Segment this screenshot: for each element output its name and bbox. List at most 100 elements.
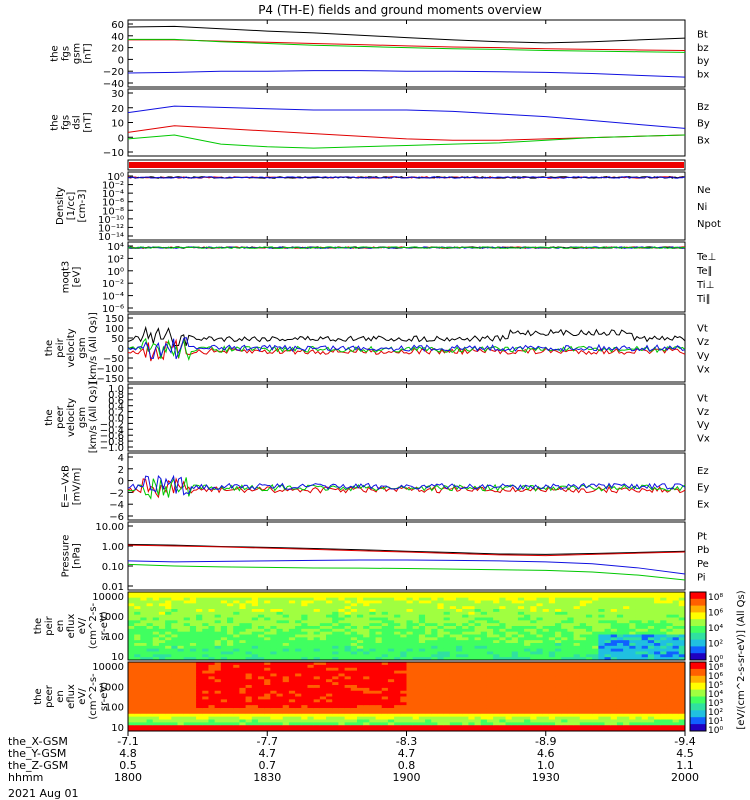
- spectrogram-cell: [437, 645, 445, 650]
- spectrogram-cell: [517, 651, 525, 655]
- spectrogram-cell: [214, 643, 222, 647]
- spectrogram-cell: [418, 676, 426, 680]
- spectrogram-cell: [375, 648, 383, 652]
- spectrogram-cell: [511, 645, 519, 650]
- spectrogram-cell: [517, 623, 525, 627]
- y-tick-label: −0.6: [100, 431, 124, 442]
- spectrogram-cell: [233, 696, 240, 700]
- spectrogram-cell: [387, 713, 395, 718]
- spectrogram-cell: [456, 667, 463, 672]
- spectrogram-cell: [375, 651, 383, 655]
- spectrogram-cell: [412, 699, 420, 703]
- spectrogram-cell: [542, 648, 550, 652]
- spectrogram-cell: [363, 643, 370, 647]
- spectrogram-cell: [672, 594, 680, 599]
- legend-Ti⊥: Ti⊥: [696, 280, 714, 291]
- spectrogram-cell: [128, 673, 135, 677]
- spectrogram-cell: [517, 673, 525, 677]
- spectrogram-cell: [573, 654, 581, 658]
- spectrogram-cell: [177, 623, 185, 627]
- spectrogram-cell: [369, 676, 377, 680]
- spectrogram-cell: [165, 640, 172, 644]
- spectrogram-cell: [579, 631, 587, 635]
- spectrogram-cell: [567, 690, 575, 695]
- spectrogram-cell: [214, 673, 222, 677]
- spectrogram-cell: [264, 614, 271, 618]
- spectrogram-cell: [202, 651, 209, 655]
- colorbar-frame: [689, 591, 707, 661]
- spectrogram-cell: [128, 623, 135, 627]
- spectrogram-cell: [660, 617, 667, 621]
- spectrogram-cell: [375, 628, 383, 633]
- spectrogram-cell: [629, 702, 636, 706]
- spectrogram-cell: [400, 603, 407, 607]
- spectrogram-cell: [214, 603, 222, 607]
- spectrogram-cell: [208, 628, 216, 633]
- spectrogram-cell: [369, 702, 377, 706]
- spectrogram-cell: [449, 662, 457, 666]
- spectrogram-cell: [530, 631, 537, 635]
- spectrogram-cell: [369, 708, 377, 712]
- spectrogram-cell: [220, 640, 228, 644]
- spectrogram-cell: [301, 626, 308, 630]
- spectrogram-cell: [449, 643, 457, 647]
- spectrogram-cell: [654, 676, 661, 680]
- spectrogram-cell: [245, 657, 253, 661]
- spectrogram-cell: [678, 620, 686, 624]
- spectrogram-cell: [220, 693, 228, 698]
- spectrogram-cell: [486, 657, 494, 661]
- spectrogram-cell: [326, 645, 333, 650]
- spectrogram-cell: [400, 623, 407, 627]
- spectrogram-cell: [177, 676, 185, 680]
- spectrogram-cell: [369, 670, 377, 675]
- spectrogram-cell: [257, 637, 265, 641]
- spectrogram-cell: [332, 687, 339, 692]
- spectrogram-cell: [431, 690, 438, 695]
- spectrogram-cell: [573, 716, 581, 721]
- spectrogram-cell: [517, 716, 525, 721]
- spectrogram-cell: [493, 690, 500, 695]
- spectrogram-cell: [530, 603, 537, 607]
- spectrogram-cell: [140, 713, 148, 718]
- spectrogram-cell: [134, 597, 141, 601]
- spectrogram-cell: [579, 603, 587, 607]
- row-value: -9.4: [674, 735, 695, 748]
- spectrogram-cell: [338, 679, 346, 683]
- spectrogram-cell: [573, 670, 581, 675]
- spectrogram-cell: [641, 603, 649, 607]
- spectrogram-cell: [264, 609, 271, 613]
- spectrogram-cell: [654, 651, 661, 655]
- spectrogram-cell: [152, 626, 160, 630]
- spectrogram-cell: [623, 609, 630, 613]
- spectrogram-cell: [227, 676, 234, 680]
- spectrogram-cell: [555, 682, 562, 686]
- spectrogram-cell: [493, 670, 500, 675]
- spectrogram-cell: [375, 597, 383, 601]
- spectrogram-cell: [295, 600, 302, 604]
- spectrogram-cell: [363, 696, 370, 700]
- spectrogram-cell: [375, 657, 383, 661]
- spectrogram-cell: [418, 699, 426, 703]
- spectrogram-cell: [381, 710, 389, 715]
- spectrogram-cell: [468, 637, 476, 641]
- spectrogram-cell: [171, 705, 179, 709]
- spectrogram-cell: [511, 637, 519, 641]
- spectrogram-cell: [604, 623, 612, 627]
- spectrogram-cell: [177, 634, 185, 638]
- spectrogram-cell: [202, 728, 209, 732]
- legend-Te⊥: Te⊥: [696, 252, 716, 263]
- spectrogram-cell: [344, 657, 352, 661]
- spectrogram-cell: [517, 679, 525, 683]
- spectrogram-cell: [233, 637, 240, 641]
- spectrogram-cell: [654, 631, 661, 635]
- spectrogram-cell: [449, 702, 457, 706]
- spectrogram-cell: [418, 710, 426, 715]
- spectrogram-cell: [257, 685, 265, 689]
- spectrogram-cell: [202, 708, 209, 712]
- spectrogram-cell: [425, 617, 432, 621]
- spectrogram-cell: [598, 623, 606, 627]
- spectrogram-cell: [437, 617, 445, 621]
- spectrogram-cell: [412, 643, 420, 647]
- spectrogram-cell: [264, 640, 271, 644]
- spectrogram-cell: [381, 705, 389, 709]
